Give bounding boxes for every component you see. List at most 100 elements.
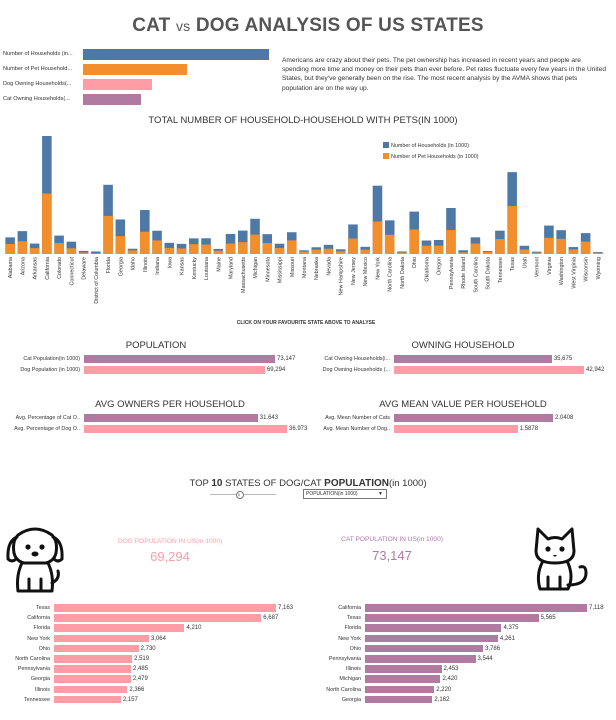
bar[interactable] (84, 366, 265, 374)
pet-household-bar[interactable] (262, 242, 273, 254)
state-tick-label[interactable]: West Virginia (571, 257, 577, 289)
pet-household-bar[interactable] (299, 251, 309, 254)
pet-household-bar[interactable] (29, 248, 40, 254)
bar[interactable] (54, 665, 132, 673)
top-n-slider-handle[interactable] (236, 491, 244, 499)
state-tick-label[interactable]: Connecticut (69, 256, 75, 285)
avg-mean-value-chart[interactable]: Avg. Mean Number of Cats 2.0408 Avg. Mean … (310, 414, 616, 438)
bar[interactable] (365, 675, 441, 683)
bar[interactable] (365, 634, 498, 643)
state-tick-label[interactable]: North Dakota (400, 257, 406, 289)
state-tick-label[interactable]: Alabama (8, 257, 14, 278)
pet-household-bar[interactable] (458, 252, 468, 254)
pet-household-bar[interactable] (17, 241, 28, 254)
household-bar[interactable] (372, 185, 383, 254)
dog-top10-chart[interactable]: Texas 7,163 California 6,687 Florida 4,210 New… (0, 604, 310, 704)
pet-household-bar[interactable] (91, 253, 101, 254)
pet-household-bar[interactable] (446, 230, 456, 254)
pet-household-bar[interactable] (201, 244, 211, 254)
bar[interactable] (54, 644, 139, 653)
pet-household-bar[interactable] (580, 241, 591, 254)
pet-household-bar[interactable] (238, 242, 248, 254)
state-tick-label[interactable]: Illinois (143, 257, 149, 272)
bar[interactable] (365, 655, 476, 663)
bar[interactable] (365, 644, 484, 653)
pet-household-bar[interactable] (495, 239, 505, 254)
state-tick-label[interactable]: Florida (106, 257, 112, 273)
state-tick-label[interactable]: Montana (302, 257, 308, 278)
state-tick-label[interactable]: Rhode Island (461, 257, 467, 289)
state-tick-label[interactable]: Wyoming (596, 257, 602, 279)
pet-household-bar[interactable] (556, 238, 566, 254)
bar[interactable] (54, 634, 149, 643)
state-tick-label[interactable]: South Dakota (486, 257, 492, 290)
bar[interactable] (365, 665, 442, 673)
state-tick-label[interactable]: South Carolina (473, 257, 479, 293)
state-tick-label[interactable]: Virginia (547, 257, 553, 275)
pet-household-bar[interactable] (507, 206, 517, 254)
pet-household-bar[interactable] (360, 249, 370, 254)
state-tick-label[interactable]: Washington (559, 257, 565, 285)
bar[interactable] (54, 604, 276, 612)
pet-household-bar[interactable] (335, 251, 346, 254)
pet-household-bar[interactable] (531, 252, 542, 254)
pet-household-bar[interactable] (140, 231, 150, 254)
bar[interactable] (394, 366, 584, 374)
state-tick-label[interactable]: Kansas (180, 257, 186, 275)
pet-household-bar[interactable] (568, 249, 579, 254)
bar[interactable] (365, 624, 502, 632)
bar[interactable] (54, 614, 262, 622)
state-tick-label[interactable]: Tennessee (498, 257, 504, 283)
bar[interactable] (84, 425, 287, 433)
state-tick-label[interactable]: Maryland (229, 257, 235, 279)
state-tick-label[interactable]: Texas (510, 257, 516, 271)
state-tick-label[interactable]: Wisconsin (584, 257, 590, 282)
state-tick-label[interactable]: North Carolina (388, 257, 394, 292)
pet-household-bar[interactable] (311, 249, 322, 254)
household-bar[interactable] (91, 251, 101, 254)
household-bar[interactable] (66, 241, 77, 254)
bar[interactable] (365, 604, 587, 612)
pet-household-bar[interactable] (593, 252, 603, 254)
state-tick-label[interactable]: Delaware (82, 257, 88, 280)
pet-household-bar[interactable] (433, 245, 444, 254)
pet-household-bar[interactable] (544, 237, 554, 254)
state-tick-label[interactable]: Maine (216, 257, 222, 272)
pet-household-bar[interactable] (409, 229, 419, 254)
bar[interactable] (394, 425, 518, 433)
pet-household-bar[interactable] (519, 249, 530, 254)
state-tick-label[interactable]: New Jersey (351, 257, 357, 285)
pet-household-bar[interactable] (384, 234, 395, 254)
pet-household-bar[interactable] (323, 248, 334, 254)
household-bar[interactable] (458, 250, 468, 254)
state-tick-label[interactable]: New York (375, 257, 381, 280)
state-tick-label[interactable]: Colorado (57, 257, 63, 279)
bar[interactable] (394, 414, 553, 422)
bar[interactable] (84, 414, 258, 422)
pet-household-bar[interactable] (103, 215, 113, 254)
cat-top10-chart[interactable]: California 7,118 Texas 5,565 Florida 4,375 New… (300, 604, 616, 704)
pet-household-bar[interactable] (348, 238, 358, 254)
pet-household-bar[interactable] (66, 248, 77, 254)
pet-household-bar[interactable] (470, 243, 481, 254)
pet-household-bar[interactable] (176, 248, 187, 254)
state-tick-label[interactable]: Vermont (535, 257, 541, 278)
bar[interactable] (54, 685, 128, 694)
pet-household-bar[interactable] (54, 243, 64, 254)
pet-household-bar[interactable] (127, 250, 138, 254)
pet-household-bar[interactable] (397, 252, 407, 254)
state-tick-label[interactable]: California (45, 257, 51, 280)
pet-household-bar[interactable] (274, 247, 285, 254)
state-tick-label[interactable]: Nebraska (314, 257, 320, 280)
pet-household-bar[interactable] (213, 250, 224, 254)
pet-household-bar[interactable] (164, 247, 175, 254)
state-tick-label[interactable]: Oregon (437, 257, 443, 275)
pet-household-bar[interactable] (42, 193, 52, 254)
state-tick-label[interactable]: Minnesota (265, 257, 271, 282)
bar[interactable] (394, 355, 552, 363)
state-tick-label[interactable]: Arizona (20, 257, 26, 275)
state-tick-label[interactable]: Idaho (131, 257, 137, 271)
measure-dropdown[interactable]: POPULATION(in 1000) ▼ (303, 489, 387, 499)
state-tick-label[interactable]: Kentucky (192, 257, 198, 279)
bar[interactable] (365, 614, 539, 622)
